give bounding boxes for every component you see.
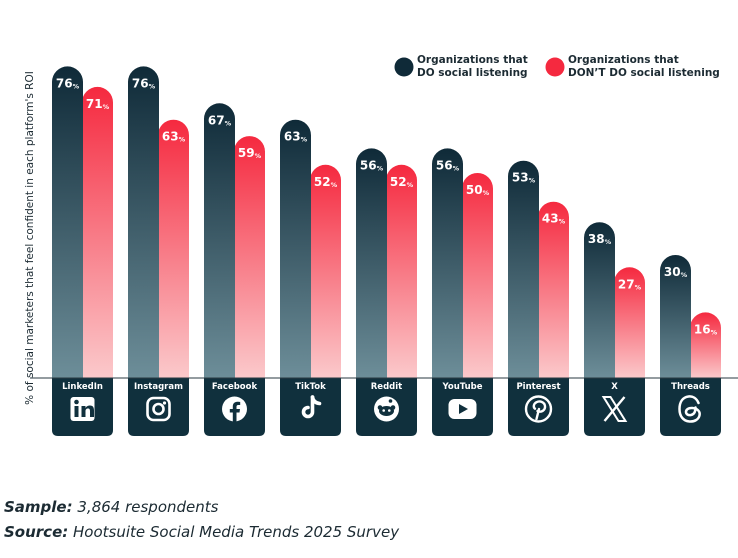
- reddit-icon: [374, 396, 399, 422]
- legend-do-label-line: Organizations that: [417, 54, 528, 66]
- bar-do-tiktok: [280, 119, 311, 379]
- category-label-linkedin: LinkedIn: [62, 382, 103, 392]
- category-box-x: [584, 378, 645, 436]
- category-label-x: X: [611, 382, 618, 392]
- bar-dont-reddit: [386, 164, 417, 378]
- sample-text: 3,864 respondents: [72, 498, 219, 516]
- bar-do-instagram: [128, 66, 159, 378]
- category-label-tiktok: TikTok: [295, 382, 326, 392]
- bar-dont-tiktok: [310, 164, 341, 378]
- legend-dont-label-line: Organizations that: [568, 54, 679, 66]
- bar-do-facebook: [204, 103, 235, 379]
- bar-dont-linkedin: [82, 86, 113, 379]
- category-label-reddit: Reddit: [371, 382, 402, 392]
- bar-dont-youtube: [462, 173, 493, 378]
- legend-do-swatch: [394, 57, 414, 77]
- pinterest-icon: [524, 395, 553, 423]
- bar-chart: % of social marketers that feel confiden…: [24, 54, 738, 436]
- bar-dont-facebook: [234, 136, 265, 378]
- x-icon: [601, 396, 628, 422]
- bar-do-youtube: [432, 148, 463, 378]
- category-label-threads: Threads: [671, 382, 710, 392]
- bar-do-x: [584, 222, 615, 378]
- youtube-icon: [448, 399, 477, 419]
- y-axis-label: % of social marketers that feel confiden…: [24, 71, 36, 405]
- instagram-icon: [146, 396, 171, 422]
- sample-label: Sample:: [4, 498, 73, 516]
- facebook-icon: [222, 396, 247, 422]
- legend-do-label-line: DO social listening: [417, 67, 528, 79]
- legend-dont-swatch: [545, 57, 565, 77]
- category-label-pinterest: Pinterest: [516, 382, 560, 392]
- bar-dont-instagram: [158, 119, 189, 379]
- bar-dont-pinterest: [538, 201, 569, 378]
- category-box-instagram: [128, 378, 189, 436]
- source-text: Hootsuite Social Media Trends 2025 Surve…: [68, 523, 400, 541]
- bar-do-threads: [659, 255, 691, 378]
- category-label-youtube: YouTube: [441, 382, 482, 392]
- source-label: Source:: [4, 523, 69, 541]
- tiktok-icon: [301, 395, 322, 419]
- sample-note: Sample: 3,864 respondents: [4, 498, 218, 516]
- linkedin-icon: [70, 397, 95, 421]
- category-box-pinterest: [508, 378, 569, 436]
- threads-icon: [678, 395, 701, 423]
- legend-dont-label-line: DON’T DO social listening: [568, 67, 720, 79]
- bar-do-pinterest: [508, 160, 539, 378]
- bar-do-reddit: [356, 148, 387, 378]
- source-note: Source: Hootsuite Social Media Trends 20…: [4, 523, 399, 541]
- bar-do-linkedin: [52, 66, 83, 378]
- category-label-facebook: Facebook: [212, 382, 258, 392]
- category-box-tiktok: [280, 378, 341, 436]
- bar-dont-x: [614, 267, 645, 378]
- category-label-instagram: Instagram: [134, 382, 183, 392]
- bar-dont-threads: [690, 312, 721, 378]
